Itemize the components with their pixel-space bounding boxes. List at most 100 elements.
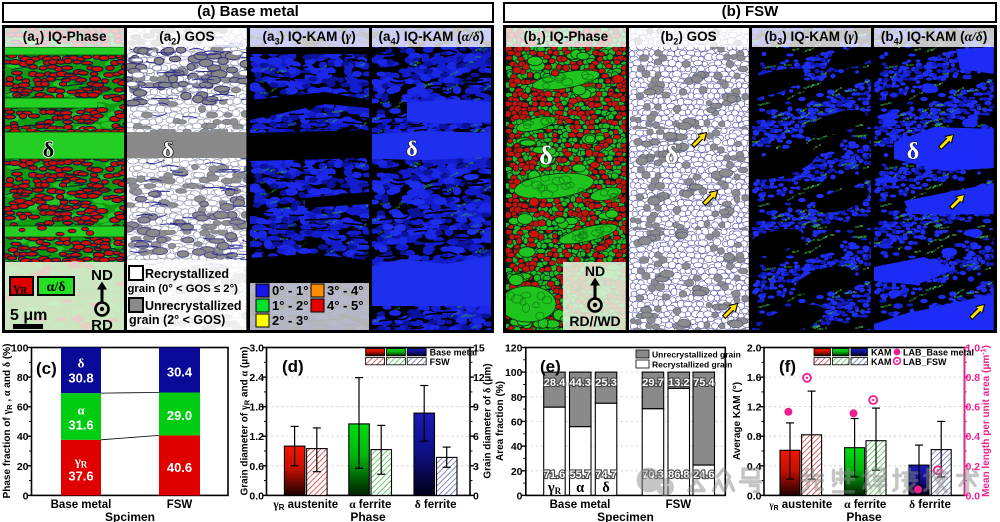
svg-text:40: 40 [511,441,523,453]
svg-text:29.0: 29.0 [167,408,192,423]
svg-text:Unrecrystallized grain: Unrecrystallized grain [652,350,741,360]
svg-text:31.6: 31.6 [68,417,93,432]
svg-text:Specimen: Specimen [597,510,654,522]
svg-text:0.0: 0.0 [249,490,264,502]
svg-text:6: 6 [473,431,479,443]
svg-text:0.6: 0.6 [966,402,981,414]
svg-text:KAM: KAM [871,348,892,358]
svg-text:Base metal: Base metal [51,499,112,511]
svg-text:Recrystallized grain: Recrystallized grain [652,360,732,370]
svg-text:ND: ND [91,267,113,284]
svg-text:FSW: FSW [666,499,692,511]
svg-text:71.6: 71.6 [544,469,565,481]
svg-text:0: 0 [517,490,523,502]
svg-text:28.4: 28.4 [544,377,566,389]
svg-text:KAM: KAM [871,357,892,367]
svg-text:80: 80 [17,372,29,384]
svg-text:LAB_Base metal: LAB_Base metal [903,348,974,358]
svg-text:2.0: 2.0 [747,343,762,355]
svg-text:20: 20 [17,461,29,473]
svg-text:74.7: 74.7 [595,469,616,481]
svg-text:grain (2° < GOS): grain (2° < GOS) [129,313,225,327]
svg-text:Phase fraction of γR , α and δ: Phase fraction of γR , α and δ (%) [2,344,14,499]
svg-text:0.8: 0.8 [747,431,762,443]
svg-text:15: 15 [473,343,485,355]
svg-text:δ: δ [78,356,85,371]
svg-text:1.2: 1.2 [747,402,762,414]
svg-text:120: 120 [505,343,523,355]
svg-text:100: 100 [11,343,29,355]
svg-text:δ: δ [163,137,174,162]
svg-text:δ: δ [665,140,679,169]
svg-text:(d): (d) [282,357,304,376]
svg-text:α: α [576,480,584,496]
svg-text:12: 12 [473,372,485,384]
svg-text:44.3: 44.3 [569,377,590,389]
svg-text:9: 9 [473,402,479,414]
svg-text:Mean length per unit area (μm-: Mean length per unit area (μm-1) [981,345,993,497]
svg-text:RD: RD [91,317,113,330]
svg-text:60: 60 [511,416,523,428]
svg-text:LAB_FSW: LAB_FSW [903,357,947,367]
svg-text:δ: δ [406,136,417,161]
svg-text:0.4: 0.4 [966,431,981,443]
svg-text:1.2: 1.2 [249,431,264,443]
svg-text:1.6: 1.6 [747,372,762,384]
svg-text:1.8: 1.8 [249,402,264,414]
svg-text:α: α [77,402,85,417]
svg-text:30.8: 30.8 [68,371,93,386]
svg-text:0.8: 0.8 [966,372,981,384]
svg-text:δ ferrite: δ ferrite [909,499,951,511]
svg-text:RD//WD: RD//WD [569,313,620,329]
svg-text:13.2: 13.2 [668,377,689,389]
svg-text:2° - 3°: 2° - 3° [272,313,308,328]
svg-text:55.7: 55.7 [569,469,590,481]
svg-text:α/δ: α/δ [47,280,66,295]
svg-text:0° - 1°: 0° - 1° [272,283,308,298]
svg-text:40.6: 40.6 [167,460,192,475]
svg-text:0: 0 [473,490,479,502]
svg-text:75.4: 75.4 [693,377,715,389]
svg-text:δ: δ [907,139,919,165]
svg-text:60: 60 [17,402,29,414]
svg-text:(e): (e) [540,357,561,376]
svg-text:25.3: 25.3 [595,377,616,389]
svg-text:100: 100 [505,367,523,379]
svg-text:δ: δ [539,141,553,170]
svg-text:Spcimen: Spcimen [105,510,155,522]
svg-text:FSW: FSW [430,357,451,367]
svg-text:1° - 2°: 1° - 2° [272,298,308,313]
svg-text:3° - 4°: 3° - 4° [327,283,363,298]
svg-text:0.6: 0.6 [249,461,264,473]
svg-text:3: 3 [473,461,479,473]
svg-text:Phase: Phase [350,510,386,522]
svg-text:86.8: 86.8 [668,469,689,481]
svg-text:γR austenite: γR austenite [768,499,832,512]
svg-text:FSW: FSW [167,499,193,511]
svg-text:3.0: 3.0 [249,343,264,355]
svg-text:1.0: 1.0 [966,343,981,355]
svg-text:δ: δ [602,480,610,496]
svg-text:29.7: 29.7 [642,377,663,389]
svg-text:α ferrite: α ferrite [349,499,391,511]
svg-text:4° - 5°: 4° - 5° [327,298,363,313]
svg-text:grain (0° < GOS ≤ 2°): grain (0° < GOS ≤ 2°) [128,283,239,295]
svg-text:Base metal: Base metal [430,348,478,358]
svg-text:Grain diameter of δ (μm): Grain diameter of δ (μm) [483,363,494,478]
svg-text:20: 20 [511,466,523,478]
svg-text:γR austenite: γR austenite [272,499,338,512]
svg-text:37.6: 37.6 [68,469,93,484]
svg-text:Recrystallized: Recrystallized [145,267,229,281]
svg-text:α ferrite: α ferrite [844,499,886,511]
svg-text:Phase: Phase [846,510,882,522]
svg-text:Grain diameter of γR and α (μm: Grain diameter of γR and α (μm) [240,346,252,495]
svg-text:0: 0 [23,490,29,502]
svg-text:δ: δ [43,137,54,162]
svg-text:ND: ND [585,263,605,279]
svg-text:(f): (f) [779,357,796,376]
svg-text:Average KAM (°): Average KAM (°) [732,382,743,460]
svg-text:2.4: 2.4 [249,372,264,384]
svg-text:Base metal: Base metal [550,499,611,511]
svg-text:Unrecrystallized: Unrecrystallized [145,299,242,313]
svg-text:(c): (c) [36,359,57,378]
